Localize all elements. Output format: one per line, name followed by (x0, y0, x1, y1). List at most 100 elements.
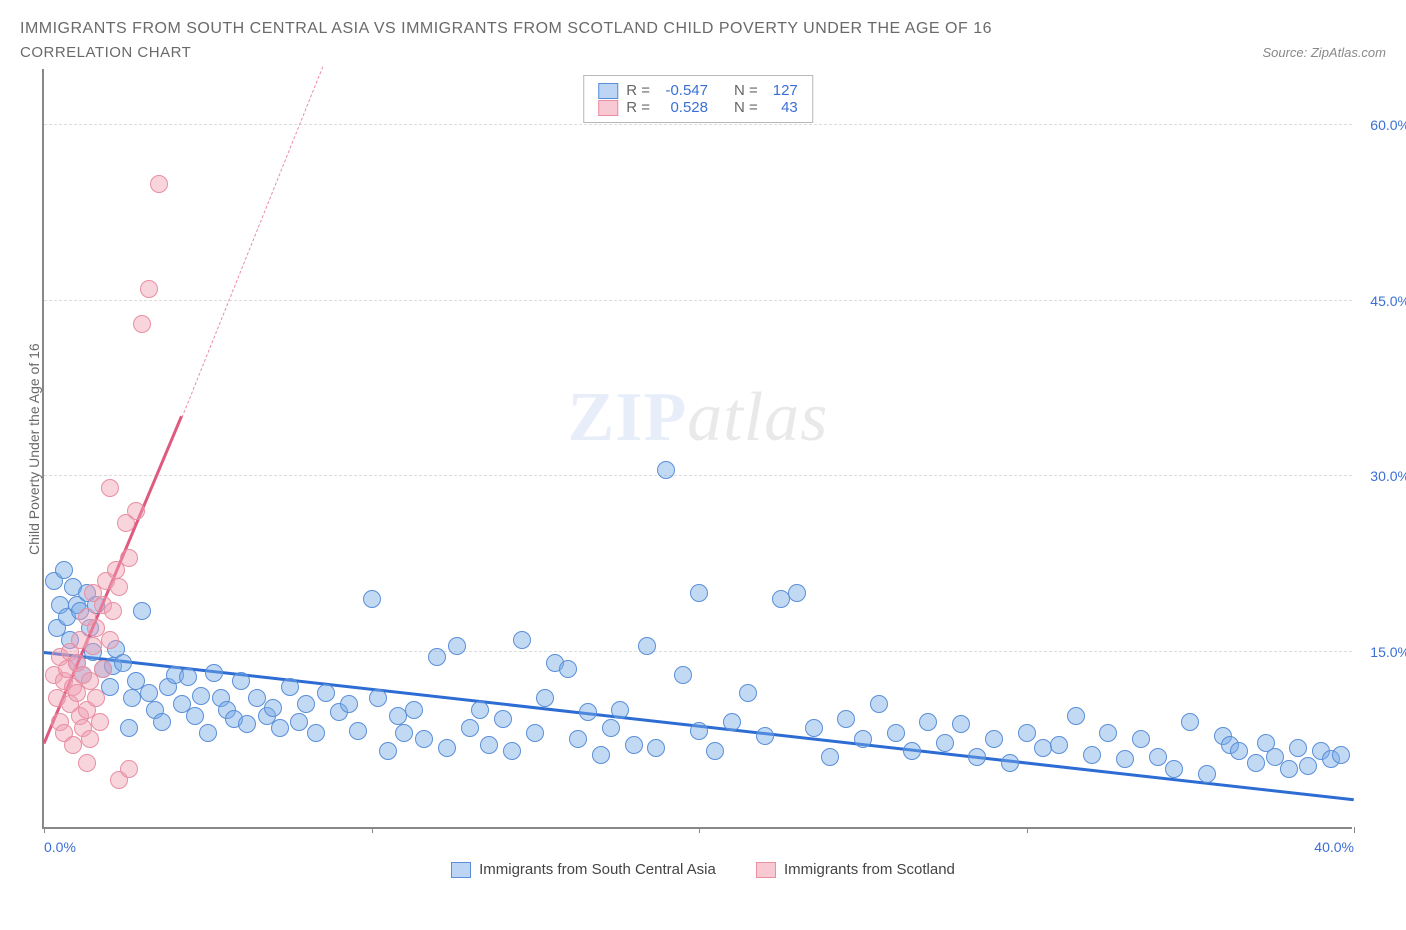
data-point (723, 713, 741, 731)
x-tick-mark (1354, 827, 1355, 833)
legend-swatch-pink (598, 100, 618, 116)
scatter-plot: ZIPatlas R = -0.547 N = 127 R = 0.528 N … (42, 69, 1352, 829)
data-point (1165, 760, 1183, 778)
data-point (232, 672, 250, 690)
x-tick-mark (372, 827, 373, 833)
x-tick-mark (1027, 827, 1028, 833)
data-point (179, 668, 197, 686)
data-point (968, 748, 986, 766)
data-point (592, 746, 610, 764)
legend-row-2: R = 0.528 N = 43 (598, 99, 798, 116)
data-point (140, 280, 158, 298)
data-point (81, 730, 99, 748)
data-point (526, 724, 544, 742)
data-point (503, 742, 521, 760)
data-point (101, 631, 119, 649)
data-point (805, 719, 823, 737)
data-point (281, 678, 299, 696)
x-tick-mark (44, 827, 45, 833)
x-tick-label: 0.0% (44, 839, 76, 855)
gridline (44, 300, 1352, 301)
data-point (290, 713, 308, 731)
data-point (1001, 754, 1019, 772)
data-point (887, 724, 905, 742)
data-point (1116, 750, 1134, 768)
data-point (985, 730, 1003, 748)
data-point (903, 742, 921, 760)
data-point (788, 584, 806, 602)
data-point (480, 736, 498, 754)
watermark: ZIPatlas (568, 378, 829, 458)
data-point (870, 695, 888, 713)
data-point (1299, 757, 1317, 775)
data-point (471, 701, 489, 719)
data-point (264, 699, 282, 717)
data-point (186, 707, 204, 725)
data-point (837, 710, 855, 728)
data-point (772, 590, 790, 608)
data-point (611, 701, 629, 719)
legend-swatch-blue (598, 83, 618, 99)
gridline (44, 475, 1352, 476)
data-point (349, 722, 367, 740)
chart-subtitle: CORRELATION CHART (20, 44, 191, 61)
data-point (153, 713, 171, 731)
data-point (579, 703, 597, 721)
series-legend-item-1: Immigrants from South Central Asia (451, 861, 716, 878)
data-point (1099, 724, 1117, 742)
data-point (1289, 739, 1307, 757)
data-point (101, 479, 119, 497)
data-point (238, 715, 256, 733)
data-point (114, 654, 132, 672)
y-axis-label: Child Poverty Under the Age of 16 (20, 69, 42, 829)
data-point (602, 719, 620, 737)
data-point (150, 175, 168, 193)
data-point (133, 315, 151, 333)
data-point (340, 695, 358, 713)
data-point (120, 549, 138, 567)
data-point (919, 713, 937, 731)
data-point (1132, 730, 1150, 748)
data-point (133, 602, 151, 620)
data-point (395, 724, 413, 742)
data-point (389, 707, 407, 725)
data-point (690, 584, 708, 602)
data-point (638, 637, 656, 655)
data-point (104, 602, 122, 620)
data-point (205, 664, 223, 682)
data-point (438, 739, 456, 757)
data-point (569, 730, 587, 748)
data-point (1198, 765, 1216, 783)
data-point (706, 742, 724, 760)
data-point (297, 695, 315, 713)
data-point (1083, 746, 1101, 764)
data-point (854, 730, 872, 748)
data-point (1067, 707, 1085, 725)
data-point (192, 687, 210, 705)
data-point (199, 724, 217, 742)
legend-swatch-blue (451, 862, 471, 878)
data-point (317, 684, 335, 702)
data-point (1034, 739, 1052, 757)
data-point (936, 734, 954, 752)
legend-swatch-pink (756, 862, 776, 878)
data-point (415, 730, 433, 748)
data-point (94, 660, 112, 678)
data-point (690, 722, 708, 740)
x-tick-label: 40.0% (1314, 839, 1354, 855)
y-tick-label: 60.0% (1358, 117, 1406, 133)
chart-title: IMMIGRANTS FROM SOUTH CENTRAL ASIA VS IM… (20, 20, 1386, 38)
data-point (674, 666, 692, 684)
data-point (461, 719, 479, 737)
data-point (405, 701, 423, 719)
data-point (369, 689, 387, 707)
data-point (127, 502, 145, 520)
data-point (110, 578, 128, 596)
data-point (1181, 713, 1199, 731)
data-point (1247, 754, 1265, 772)
data-point (363, 590, 381, 608)
data-point (123, 689, 141, 707)
data-point (55, 561, 73, 579)
y-tick-label: 45.0% (1358, 293, 1406, 309)
data-point (271, 719, 289, 737)
